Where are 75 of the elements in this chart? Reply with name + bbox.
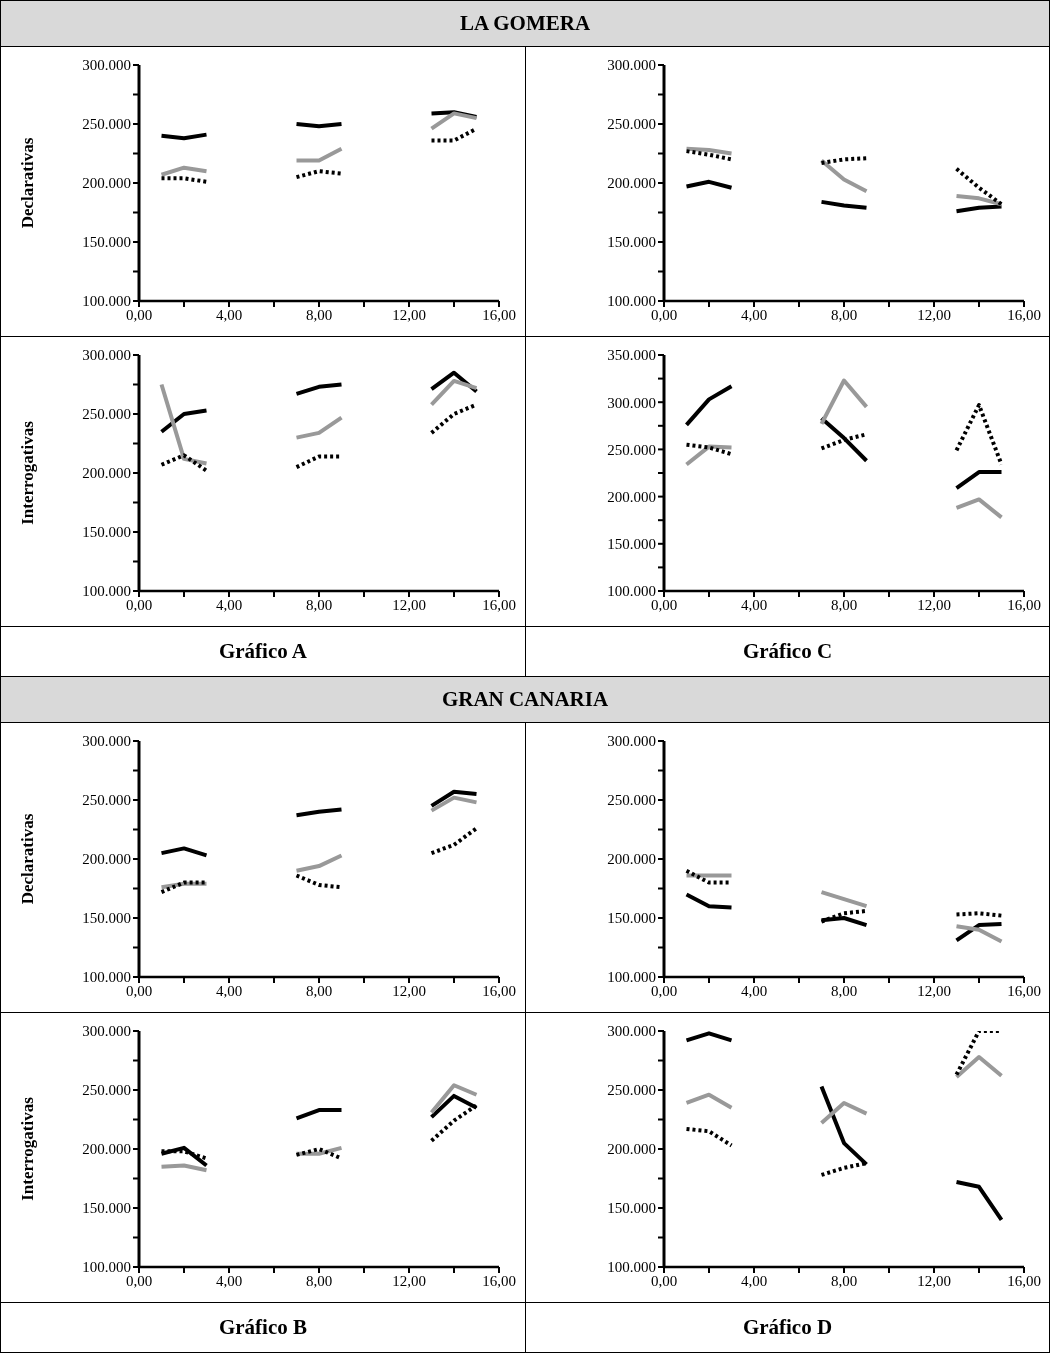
- y-tick-label: 300.000: [607, 733, 656, 750]
- y-tick-label: 350.000: [607, 347, 656, 364]
- y-axis-title: Interrogativas: [18, 1096, 38, 1201]
- x-tick-label: 12,00: [917, 1272, 951, 1289]
- x-tick-label: 8,00: [305, 1272, 333, 1289]
- y-tick-label: 200.000: [82, 465, 131, 482]
- y-tick-label: 250.000: [82, 792, 131, 809]
- x-tick-label: 8,00: [830, 1272, 858, 1289]
- y-tick-label: 250.000: [82, 116, 131, 133]
- x-tick-label: 8,00: [830, 306, 858, 323]
- y-tick-label: 250.000: [82, 406, 131, 423]
- y-axis-title: Declarativas: [18, 137, 38, 229]
- x-tick-label: 4,00: [740, 1272, 768, 1289]
- y-axis-title: Interrogativas: [18, 420, 38, 525]
- x-axis-title: Gráfico D: [525, 1302, 1049, 1352]
- x-tick-label: 4,00: [215, 1272, 243, 1289]
- y-tick-label: 200.000: [82, 175, 131, 192]
- x-tick-label: 8,00: [830, 982, 858, 999]
- x-tick-label: 12,00: [917, 982, 951, 999]
- y-tick-label: 300.000: [607, 57, 656, 74]
- x-tick-label: 4,00: [215, 982, 243, 999]
- y-tick-label: 250.000: [607, 441, 656, 458]
- y-tick-label: 250.000: [607, 792, 656, 809]
- y-tick-label: 200.000: [82, 851, 131, 868]
- x-tick-label: 4,00: [740, 306, 768, 323]
- x-tick-label: 4,00: [740, 596, 768, 613]
- y-tick-label: 150.000: [82, 234, 131, 251]
- x-tick-label: 16,00: [482, 982, 516, 999]
- x-tick-label: 12,00: [917, 596, 951, 613]
- y-tick-label: 200.000: [607, 1141, 656, 1158]
- y-tick-label: 200.000: [607, 851, 656, 868]
- y-tick-label: 200.000: [82, 1141, 131, 1158]
- x-tick-label: 16,00: [1007, 306, 1041, 323]
- y-tick-label: 300.000: [82, 733, 131, 750]
- x-axis-title: Gráfico C: [525, 626, 1049, 676]
- y-tick-label: 150.000: [82, 1200, 131, 1217]
- x-tick-label: 12,00: [917, 306, 951, 323]
- y-tick-label: 300.000: [82, 57, 131, 74]
- y-tick-label: 300.000: [607, 1023, 656, 1040]
- x-axis-title: Gráfico B: [1, 1302, 525, 1352]
- y-tick-label: 150.000: [607, 234, 656, 251]
- x-tick-label: 16,00: [1007, 982, 1041, 999]
- x-tick-label: 8,00: [305, 306, 333, 323]
- y-tick-label: 250.000: [607, 116, 656, 133]
- x-axis-title: Gráfico A: [1, 626, 525, 676]
- x-tick-label: 16,00: [482, 1272, 516, 1289]
- x-tick-label: 12,00: [392, 596, 426, 613]
- y-tick-label: 150.000: [607, 1200, 656, 1217]
- x-tick-label: 12,00: [392, 982, 426, 999]
- y-tick-label: 150.000: [607, 536, 656, 553]
- x-tick-label: 4,00: [215, 596, 243, 613]
- chart-title: LA GOMERA: [1, 0, 1049, 46]
- y-tick-label: 150.000: [607, 910, 656, 927]
- x-tick-label: 12,00: [392, 1272, 426, 1289]
- x-tick-label: 16,00: [482, 306, 516, 323]
- y-tick-label: 150.000: [82, 910, 131, 927]
- y-tick-label: 300.000: [607, 394, 656, 411]
- y-tick-label: 300.000: [82, 347, 131, 364]
- x-tick-label: 16,00: [1007, 596, 1041, 613]
- y-tick-label: 250.000: [82, 1082, 131, 1099]
- y-tick-label: 150.000: [82, 524, 131, 541]
- x-tick-label: 12,00: [392, 306, 426, 323]
- x-tick-label: 16,00: [482, 596, 516, 613]
- y-tick-label: 200.000: [607, 488, 656, 505]
- y-tick-label: 200.000: [607, 175, 656, 192]
- y-tick-label: 300.000: [82, 1023, 131, 1040]
- chart-title: GRAN CANARIA: [1, 676, 1049, 722]
- y-axis-title: Declarativas: [18, 813, 38, 905]
- x-tick-label: 8,00: [830, 596, 858, 613]
- y-tick-label: 250.000: [607, 1082, 656, 1099]
- x-tick-label: 16,00: [1007, 1272, 1041, 1289]
- x-tick-label: 4,00: [740, 982, 768, 999]
- x-tick-label: 8,00: [305, 596, 333, 613]
- x-tick-label: 8,00: [305, 982, 333, 999]
- x-tick-label: 4,00: [215, 306, 243, 323]
